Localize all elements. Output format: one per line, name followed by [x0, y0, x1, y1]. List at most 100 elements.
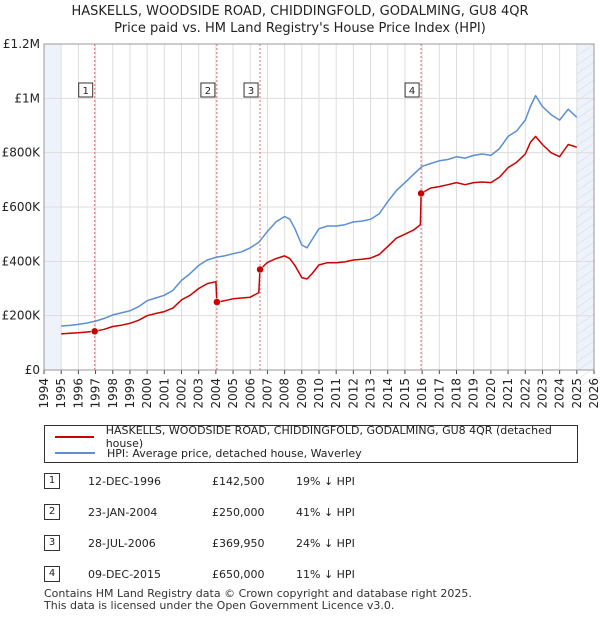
hatch-line — [576, 304, 595, 318]
x-tick-label: 1995 — [54, 378, 68, 409]
x-tick-label: 2021 — [501, 378, 515, 409]
x-tick-label: 2011 — [329, 378, 343, 409]
property-line — [61, 135, 578, 335]
x-tick-label: 2014 — [381, 378, 395, 409]
sale-number-label: 3 — [248, 86, 254, 97]
hatch-line — [576, 187, 595, 201]
sale-point — [417, 189, 425, 198]
hatch-line — [576, 331, 595, 345]
x-tick-label: 2018 — [450, 378, 464, 409]
hatch-line — [576, 268, 595, 282]
legend-label-property: HASKELLS, WOODSIDE ROAD, CHIDDINGFOLD, G… — [105, 424, 552, 450]
x-tick-label: 2006 — [243, 378, 257, 409]
x-tick-label: 2022 — [518, 378, 532, 409]
hatch-line — [576, 124, 595, 138]
sale-number-box — [243, 82, 259, 98]
x-tick-label: 2012 — [346, 378, 360, 409]
sale-hpi-diff: 41% ↓ HPI — [296, 506, 355, 519]
y-tick-label: £0 — [25, 363, 40, 377]
footer-licence: This data is licensed under the Open Gov… — [44, 599, 395, 612]
hatch-line — [576, 340, 595, 354]
hatch-line — [576, 43, 595, 57]
sale-price: £142,500 — [212, 475, 265, 488]
hatch-line — [576, 259, 595, 273]
sale-price: £369,950 — [212, 537, 265, 550]
sale-row: 4 09-DEC-2015 £650,000 11% ↓ HPI — [44, 566, 444, 584]
y-tick-label: £1M — [14, 91, 40, 105]
legend-swatch-hpi — [55, 452, 95, 454]
hpi-line — [61, 94, 578, 327]
x-tick-label: 2007 — [260, 378, 274, 409]
sale-number-label: 4 — [409, 86, 415, 97]
sale-row: 1 12-DEC-1996 £142,500 19% ↓ HPI — [44, 473, 444, 491]
hatch-line — [576, 151, 595, 165]
legend: HASKELLS, WOODSIDE ROAD, CHIDDINGFOLD, G… — [44, 424, 578, 463]
sale-number-badge: 4 — [44, 566, 60, 582]
hatch-line — [576, 115, 595, 129]
hatch-line — [576, 232, 595, 246]
x-tick-label: 2009 — [295, 378, 309, 409]
x-tick-label: 2023 — [535, 378, 549, 409]
chart-title-line2: Price paid vs. HM Land Registry's House … — [114, 21, 486, 36]
sale-number-box — [78, 82, 94, 98]
x-tick-label: 2013 — [364, 378, 378, 409]
x-tick-label: 1999 — [123, 378, 137, 409]
sale-date: 09-DEC-2015 — [88, 568, 162, 581]
legend-item-property: HASKELLS, WOODSIDE ROAD, CHIDDINGFOLD, G… — [55, 424, 577, 450]
x-tick-label: 2020 — [484, 378, 498, 409]
x-tick-label: 2019 — [467, 378, 481, 409]
hatch-line — [576, 97, 595, 111]
hatch-line — [576, 277, 595, 291]
x-tick-label: 1998 — [106, 378, 120, 409]
hatch-line — [576, 223, 595, 237]
footer-copyright: Contains HM Land Registry data © Crown c… — [44, 587, 472, 600]
sale-point — [213, 298, 221, 306]
x-tick-label: 2001 — [157, 378, 171, 409]
x-tick-label: 2000 — [140, 378, 154, 409]
sale-price: £250,000 — [212, 506, 265, 519]
legend-item-hpi: HPI: Average price, detached house, Wave… — [55, 445, 362, 461]
y-tick-label: £400K — [2, 254, 42, 268]
hatch-line — [576, 178, 595, 192]
sale-hpi-diff: 11% ↓ HPI — [296, 568, 355, 581]
x-tick-label: 2024 — [553, 378, 567, 409]
sale-number-label: 1 — [83, 86, 89, 97]
x-tick-label: 2017 — [432, 378, 446, 409]
hatch-line — [576, 349, 595, 363]
hatch-line — [576, 358, 595, 372]
hatch-line — [576, 205, 595, 219]
sale-date: 23-JAN-2004 — [88, 506, 158, 519]
x-tick-label: 1997 — [89, 378, 103, 409]
hatch-line — [576, 241, 595, 255]
x-tick-label: 2005 — [226, 378, 240, 409]
hatch-line — [576, 169, 595, 183]
sale-hpi-diff: 19% ↓ HPI — [296, 475, 355, 488]
sale-point — [90, 327, 99, 336]
hatch-line — [576, 295, 595, 309]
sale-number-box — [404, 82, 420, 98]
x-tick-label: 2025 — [570, 378, 584, 409]
sale-point — [256, 265, 264, 274]
legend-label-hpi: HPI: Average price, detached house, Wave… — [107, 446, 362, 460]
x-tick-label: 2002 — [175, 378, 189, 409]
x-tick-label: 1994 — [37, 378, 51, 409]
footer: Contains HM Land Registry data © Crown c… — [44, 588, 472, 612]
hatch-line — [576, 79, 595, 93]
x-tick-label: 2010 — [312, 378, 326, 409]
sale-number-box — [200, 82, 216, 98]
sale-date: 12-DEC-1996 — [88, 475, 162, 488]
x-tick-label: 2004 — [209, 378, 223, 409]
x-tick-label: 2003 — [192, 378, 206, 409]
hatch-line — [576, 214, 595, 228]
chart-title-line1: HASKELLS, WOODSIDE ROAD, CHIDDINGFOLD, G… — [71, 4, 529, 19]
sale-number-badge: 2 — [44, 504, 60, 520]
hatch-line — [576, 385, 595, 399]
sale-number-label: 2 — [205, 86, 211, 97]
y-tick-label: £1.2M — [3, 37, 40, 51]
hatch-line — [576, 376, 595, 390]
plot-frame — [43, 43, 595, 371]
x-tick-label: 2026 — [587, 378, 600, 409]
sale-hpi-diff: 24% ↓ HPI — [296, 537, 355, 550]
hatch-line — [576, 106, 595, 120]
x-tick-label: 2008 — [278, 378, 292, 409]
